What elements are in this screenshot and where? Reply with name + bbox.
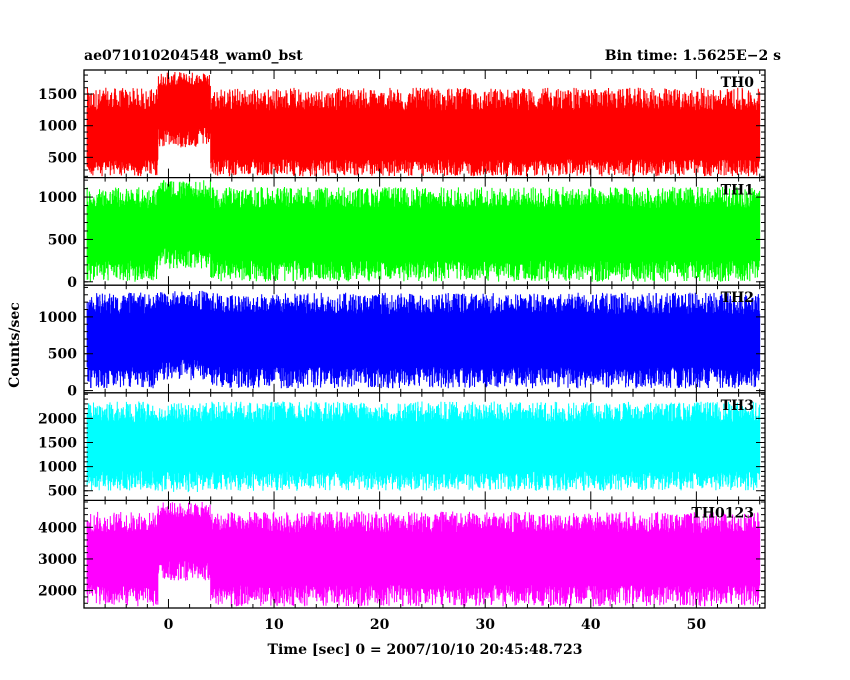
panel-th2: 0 500 1000 TH2 [38, 285, 765, 400]
x-tick-label: 0 [164, 617, 174, 633]
series-th0123-line [86, 502, 761, 607]
y-tick-label: 0 [67, 384, 77, 400]
x-tick-label: 30 [475, 617, 495, 633]
panel-th0: 500 1000 1500 TH0 [38, 70, 765, 179]
y-tick-label: 3000 [38, 552, 77, 568]
panel-th3: 500 1000 1500 2000 TH3 [38, 392, 765, 502]
chart-title: ae071010204548_wam0_bst [84, 48, 303, 64]
y-tick-label: 2000 [38, 584, 77, 600]
y-tick-label: 500 [48, 150, 77, 166]
series-th1-line [86, 180, 761, 282]
panel-th0123: 2000 3000 4000 TH0123 [38, 500, 765, 608]
y-tick-label: 1000 [38, 460, 77, 476]
y-tick-label: 0 [67, 275, 77, 291]
x-tick-label: 40 [581, 617, 601, 633]
y-tick-label: 500 [48, 484, 77, 500]
y-tick-label: 1500 [38, 87, 77, 103]
x-tick-label: 20 [370, 617, 390, 633]
panel-label: TH0 [721, 75, 755, 91]
y-axis-label: Counts/sec [7, 302, 23, 388]
y-tick-label: 500 [48, 347, 77, 363]
y-tick-label: 1000 [38, 190, 77, 206]
panel-th1: 0 500 1000 TH1 [38, 177, 765, 291]
series-th2-line [86, 290, 761, 389]
panel-label: TH0123 [691, 505, 754, 521]
series-th0-line [86, 72, 761, 177]
y-tick-label: 1000 [38, 310, 77, 326]
bin-time-label: Bin time: 1.5625E−2 s [605, 48, 781, 64]
series-th3-line [86, 401, 761, 493]
panel-label: TH1 [721, 183, 754, 199]
y-tick-label: 500 [48, 232, 77, 248]
panel-label: TH2 [721, 290, 754, 306]
panel-label: TH3 [721, 398, 754, 414]
x-tick-label: 10 [264, 617, 284, 633]
x-tick-label: 50 [687, 617, 707, 633]
plot-frame [83, 69, 766, 609]
x-axis-label: Time [sec] 0 = 2007/10/10 20:45:48.723 [268, 642, 583, 658]
y-tick-label: 4000 [38, 520, 77, 536]
y-tick-label: 2000 [38, 411, 77, 427]
y-tick-label: 1500 [38, 435, 77, 451]
y-tick-label: 1000 [38, 119, 77, 135]
